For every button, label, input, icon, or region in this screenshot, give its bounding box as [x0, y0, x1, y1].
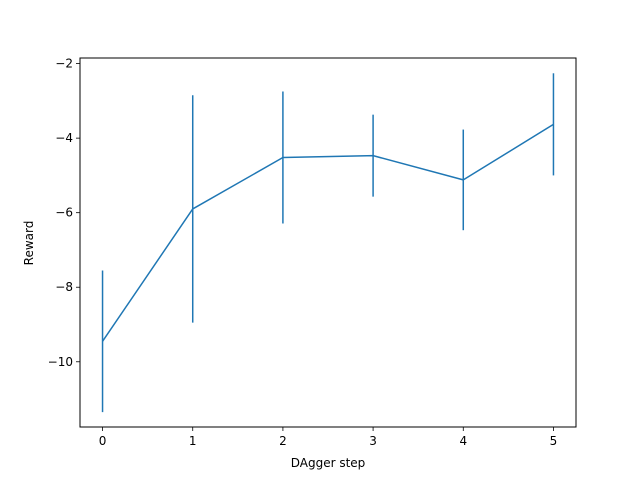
- y-tick-label: −8: [55, 280, 73, 294]
- x-tick-label: 3: [369, 434, 377, 448]
- x-tick-label: 2: [279, 434, 287, 448]
- y-tick-label: −6: [55, 206, 73, 220]
- x-axis-label: DAgger step: [291, 456, 366, 470]
- plot-area-frame: [79, 57, 577, 428]
- x-tick-label: 0: [99, 434, 107, 448]
- y-axis-label: Reward: [22, 221, 36, 266]
- y-tick-label: −10: [48, 355, 73, 369]
- y-tick-label: −2: [55, 57, 73, 71]
- series-layer: [101, 73, 555, 413]
- x-tick-label: 4: [459, 434, 467, 448]
- series-line: [101, 123, 554, 342]
- y-tick-label: −4: [55, 131, 73, 145]
- x-axis: 0 1 2 3 4 5: [99, 427, 558, 448]
- y-axis: −10 −8 −6 −4 −2: [48, 57, 80, 369]
- x-tick-label: 5: [550, 434, 558, 448]
- x-tick-label: 1: [189, 434, 197, 448]
